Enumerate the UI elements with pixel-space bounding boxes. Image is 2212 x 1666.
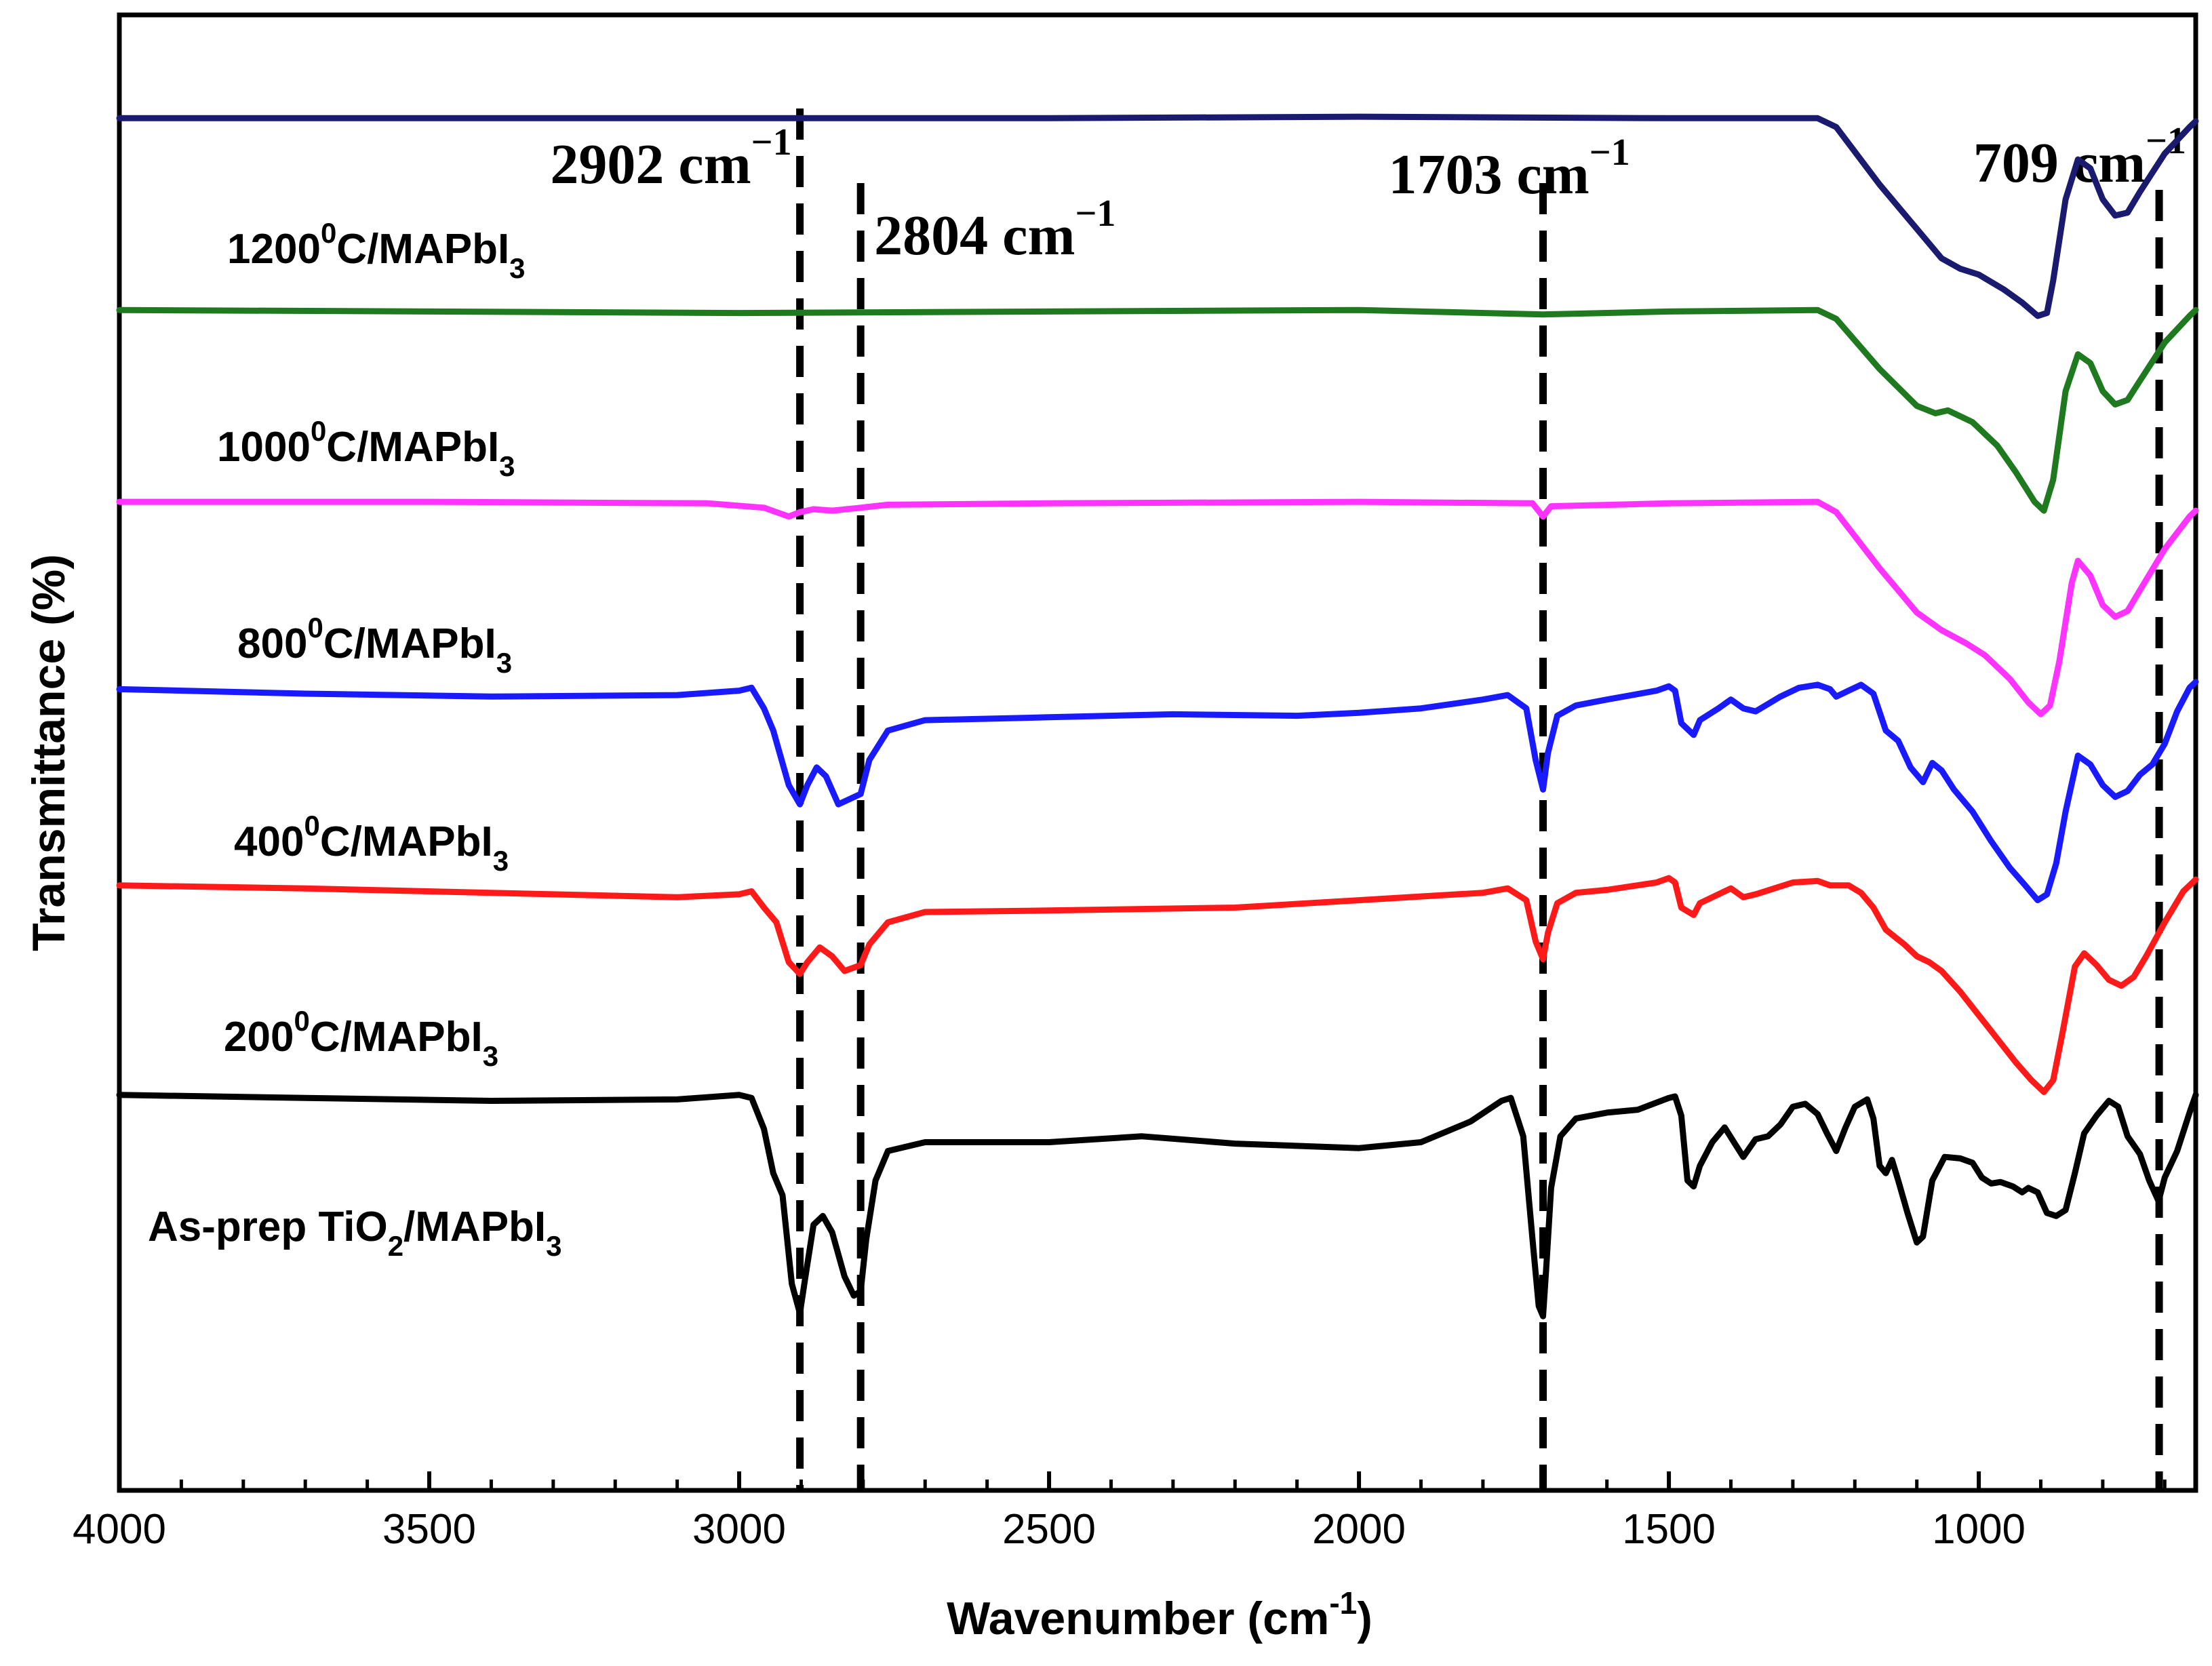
x-axis-title-sup: -1	[1329, 1585, 1357, 1621]
peak-marker-label: 1703 cm−1	[1389, 132, 1630, 206]
series-line	[116, 306, 2199, 514]
series-label: 4000C/MAPbI3	[234, 810, 509, 877]
series-label: 2000C/MAPbI3	[224, 1005, 498, 1072]
x-tick-label: 1000	[1932, 1506, 2026, 1553]
series-line	[116, 875, 2199, 1095]
y-axis-title: Transmittance (%)	[23, 554, 75, 951]
plot-frame	[117, 12, 2198, 1493]
series-label: 10000C/MAPbI3	[217, 415, 515, 482]
peak-marker-label: 2804 cm−1	[874, 193, 1115, 267]
series-labels: 12000C/MAPbI3 10000C/MAPbI3 8000C/MAPbI3 40…	[148, 217, 562, 1262]
x-axis-ticks: 4000 3500 3000 2500 2000 1500 1000	[73, 1471, 2167, 1553]
peak-marker-label: 709 cm−1	[1973, 120, 2186, 195]
x-tick-label: 2500	[1002, 1506, 1096, 1553]
peak-marker-label: 2902 cm−1	[550, 121, 791, 196]
series-line	[116, 498, 2199, 717]
series-label: 8000C/MAPbI3	[237, 612, 512, 679]
series-line	[116, 113, 2199, 319]
x-axis-title: Wavenumber (cm-1)	[947, 1585, 1372, 1644]
series-label: As-prep TiO2/MAPbI3	[148, 1204, 562, 1262]
series-label: 12000C/MAPbI3	[227, 217, 526, 284]
x-tick-label: 3500	[382, 1506, 476, 1553]
x-tick-label: 2000	[1312, 1506, 1406, 1553]
x-tick-label: 3000	[692, 1506, 786, 1553]
x-tick-label: 1500	[1622, 1506, 1716, 1553]
spectra-series	[116, 113, 2199, 1320]
peak-markers: 2902 cm−1 2804 cm−1 1703 cm−1 709 cm−1	[550, 108, 2186, 1489]
series-line	[116, 1092, 2199, 1320]
x-tick-label: 4000	[73, 1506, 166, 1553]
series-line	[116, 679, 2199, 904]
